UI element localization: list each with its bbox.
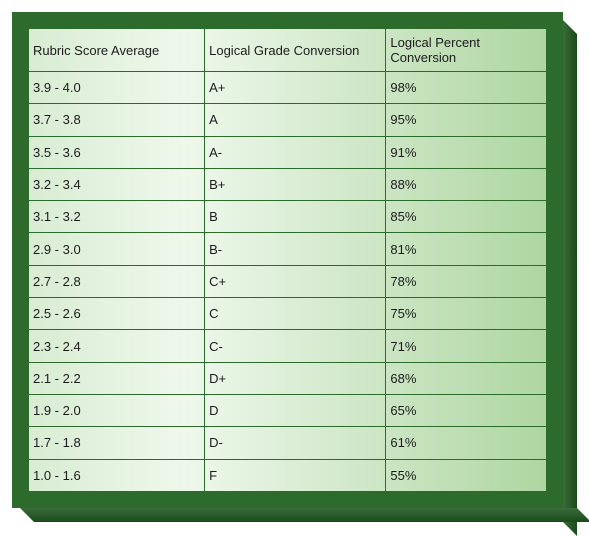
cell-grade: D+ — [205, 362, 386, 394]
cell-rubric: 2.7 - 2.8 — [29, 265, 205, 297]
table-row: 3.5 - 3.6A-91% — [29, 136, 547, 168]
cell-rubric: 2.9 - 3.0 — [29, 233, 205, 265]
cell-percent: 91% — [386, 136, 547, 168]
cell-rubric: 1.0 - 1.6 — [29, 459, 205, 491]
col-header-grade: Logical Grade Conversion — [205, 29, 386, 72]
table-row: 3.7 - 3.8A95% — [29, 104, 547, 136]
cell-grade: B- — [205, 233, 386, 265]
cell-grade: B+ — [205, 168, 386, 200]
table-frame: Rubric Score Average Logical Grade Conve… — [12, 12, 577, 522]
cell-rubric: 1.9 - 2.0 — [29, 394, 205, 426]
cell-percent: 81% — [386, 233, 547, 265]
cell-rubric: 1.7 - 1.8 — [29, 427, 205, 459]
cell-grade: D — [205, 394, 386, 426]
table-row: 2.9 - 3.0B-81% — [29, 233, 547, 265]
cell-percent: 65% — [386, 394, 547, 426]
cell-grade: A — [205, 104, 386, 136]
cell-grade: D- — [205, 427, 386, 459]
cell-rubric: 3.5 - 3.6 — [29, 136, 205, 168]
frame-edge-right — [563, 20, 577, 536]
col-header-rubric: Rubric Score Average — [29, 29, 205, 72]
cell-grade: A+ — [205, 72, 386, 104]
cell-percent: 55% — [386, 459, 547, 491]
cell-rubric: 3.9 - 4.0 — [29, 72, 205, 104]
table-row: 1.9 - 2.0D65% — [29, 394, 547, 426]
frame-face: Rubric Score Average Logical Grade Conve… — [12, 12, 563, 508]
cell-grade: C+ — [205, 265, 386, 297]
table-row: 3.2 - 3.4B+88% — [29, 168, 547, 200]
table-row: 2.5 - 2.6C75% — [29, 298, 547, 330]
cell-percent: 95% — [386, 104, 547, 136]
cell-rubric: 3.1 - 3.2 — [29, 201, 205, 233]
cell-rubric: 2.5 - 2.6 — [29, 298, 205, 330]
cell-percent: 71% — [386, 330, 547, 362]
cell-rubric: 2.1 - 2.2 — [29, 362, 205, 394]
cell-grade: B — [205, 201, 386, 233]
table-row: 1.0 - 1.6F55% — [29, 459, 547, 491]
table-row: 2.3 - 2.4C-71% — [29, 330, 547, 362]
conversion-table: Rubric Score Average Logical Grade Conve… — [28, 28, 547, 492]
table-header-row: Rubric Score Average Logical Grade Conve… — [29, 29, 547, 72]
cell-percent: 85% — [386, 201, 547, 233]
table-row: 2.7 - 2.8C+78% — [29, 265, 547, 297]
cell-rubric: 3.7 - 3.8 — [29, 104, 205, 136]
cell-percent: 98% — [386, 72, 547, 104]
cell-percent: 88% — [386, 168, 547, 200]
cell-rubric: 3.2 - 3.4 — [29, 168, 205, 200]
cell-percent: 61% — [386, 427, 547, 459]
cell-percent: 68% — [386, 362, 547, 394]
cell-grade: F — [205, 459, 386, 491]
table-row: 1.7 - 1.8D-61% — [29, 427, 547, 459]
table-row: 3.1 - 3.2B85% — [29, 201, 547, 233]
cell-grade: C- — [205, 330, 386, 362]
frame-edge-bottom — [20, 508, 589, 522]
table-row: 2.1 - 2.2D+68% — [29, 362, 547, 394]
col-header-percent: Logical Percent Conversion — [386, 29, 547, 72]
cell-grade: A- — [205, 136, 386, 168]
cell-percent: 75% — [386, 298, 547, 330]
cell-grade: C — [205, 298, 386, 330]
table-body: 3.9 - 4.0A+98% 3.7 - 3.8A95% 3.5 - 3.6A-… — [29, 72, 547, 492]
cell-rubric: 2.3 - 2.4 — [29, 330, 205, 362]
table-row: 3.9 - 4.0A+98% — [29, 72, 547, 104]
cell-percent: 78% — [386, 265, 547, 297]
